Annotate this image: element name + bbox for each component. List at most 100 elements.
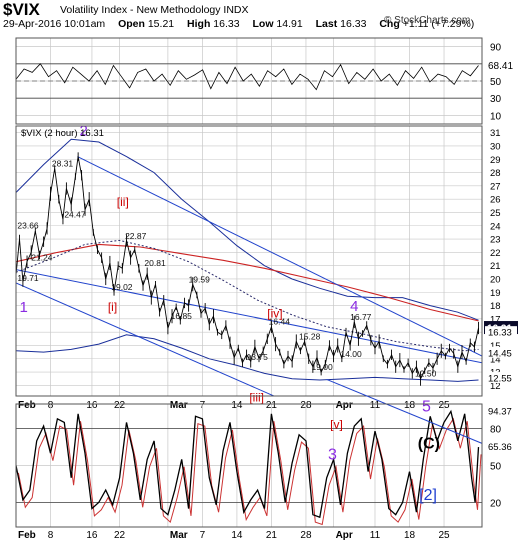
price-trendline: [77, 156, 482, 357]
price-annotation: 19.00: [311, 362, 333, 372]
chg-value: +1.11 (+7.29%): [402, 18, 475, 30]
price-annotation: 23.66: [17, 220, 39, 230]
bottom-signal-series: [17, 417, 482, 526]
price-y-tick-label: 21: [490, 261, 501, 272]
price-annotation: 24.47: [64, 210, 86, 220]
lower-indicator-panel: 80 50 20 94.37 65.36 [v] 3 5 (C) [2] Feb 8 16 22 Mar 7 1…: [15, 378, 517, 540]
top-last-label: 68.41: [488, 61, 513, 72]
bottom-x-tick-label: 16: [86, 530, 98, 540]
price-y-tick-label: 31: [490, 128, 501, 139]
high-value: 16.33: [213, 18, 240, 30]
right-price-label: 16.33: [488, 328, 512, 339]
price-annotation: 28.31: [52, 158, 74, 168]
price-series: [16, 156, 479, 380]
price-annotation: 22.87: [125, 231, 147, 241]
high-label: High: [187, 18, 211, 30]
price-y-tick-label: 17: [490, 314, 501, 325]
price-legend: $VIX (2 hour) 16.31: [21, 128, 104, 139]
price-annotation: 20.81: [144, 258, 166, 268]
price-y-tick-label: 26: [490, 195, 501, 206]
wave-label: 2: [80, 122, 88, 139]
bottom-right-label: 94.37: [488, 406, 512, 417]
bottom-right-label: 65.36: [488, 442, 512, 453]
price-panel-frame: [15, 125, 483, 397]
price-annotation: 15.28: [299, 332, 321, 342]
right-price-label: 14.45: [488, 348, 512, 359]
price-y-tick-label: 19: [490, 288, 501, 299]
price-y-tick-label: 15: [490, 341, 501, 352]
ma-red-series: [16, 243, 479, 322]
bottom-x-tick-label: 25: [438, 530, 450, 540]
bottom-wave-label: (C): [418, 435, 440, 452]
bottom-wave-label: [v]: [330, 418, 343, 432]
bottom-x-tick-label: 21: [266, 530, 278, 540]
top-panel-frame: [15, 37, 483, 125]
bottom-right-label-bg: [485, 404, 517, 416]
price-y-tick-label: 29: [490, 155, 501, 166]
price-y-tick-label: 18: [490, 301, 501, 312]
band-lower-series: [16, 334, 479, 382]
price-y-tick-label: 25: [490, 208, 501, 219]
stockcharts-credit: © StockCharts.com: [384, 15, 471, 26]
bottom-wave-label: 5: [422, 398, 431, 415]
wave-label: [i]: [108, 300, 117, 314]
bottom-indicator-series: [16, 409, 480, 519]
chg-label: Chg: [379, 18, 400, 30]
quote-datetime: 29-Apr-2016 10:01am: [3, 18, 106, 30]
wave-label: [iii]: [249, 390, 264, 404]
price-annotation: 19.71: [17, 273, 39, 283]
bottom-x-tick-label: 14: [231, 530, 243, 540]
price-annotation: 12.50: [415, 369, 437, 379]
price-y-tick-label: 12: [490, 381, 501, 392]
price-annotation: 14.00: [340, 349, 362, 359]
top-y-tick-label: 90: [490, 43, 502, 54]
bottom-x-tick-label: 28: [300, 530, 312, 540]
wave-label: 4: [350, 298, 358, 315]
ticker-symbol: $VIX: [3, 0, 40, 19]
bottom-wave-label: 3: [328, 446, 337, 463]
right-label-bg: [485, 326, 517, 338]
chart-header: $VIX Volatility Index - New Methodology …: [0, 0, 520, 40]
wave-label: [iv]: [267, 307, 282, 321]
top-y-tick-label: 10: [490, 111, 502, 122]
bottom-right-label-bg: [485, 440, 517, 452]
right-label-bg: [485, 372, 517, 384]
bottom-x-tick-label: Mar: [170, 530, 188, 540]
last-value: 16.33: [340, 18, 367, 30]
last-label: Last: [315, 18, 338, 30]
right-label-bg: [485, 346, 517, 358]
price-trendline: [16, 282, 276, 396]
price-x-tick-label: Feb: [18, 400, 36, 411]
price-annotation: 16.44: [269, 316, 291, 326]
right-price-label: 12.55: [488, 374, 512, 385]
bottom-panel-frame: [15, 403, 483, 528]
bottom-y-tick-label: 20: [490, 498, 502, 509]
wave-label: [ii]: [117, 195, 129, 209]
upper-indicator-panel: 907050301068.41: [15, 37, 519, 125]
price-annotation: 16.85: [171, 311, 193, 321]
bottom-x-tick-label: Feb: [18, 530, 36, 540]
price-annotation: 13.75: [247, 352, 269, 362]
bottom-x-tick-label: 11: [370, 530, 381, 540]
price-annotation: 21.24: [31, 252, 53, 262]
price-x-tick-label: Apr: [336, 400, 353, 411]
price-y-tick-label: 30: [490, 141, 501, 152]
top-last-label-bg: [485, 59, 519, 72]
bottom-x-tick-label: 7: [200, 530, 206, 540]
price-trendline: [16, 269, 482, 364]
band-upper-series: [16, 138, 479, 321]
price-x-tick-label: Mar: [170, 400, 188, 411]
bottom-x-tick-label: 18: [404, 530, 416, 540]
bottom-x-tick-label: Apr: [336, 530, 353, 540]
bottom-wave-label: [2]: [419, 487, 437, 504]
bottom-trendline: [326, 378, 483, 444]
bottom-x-tick-label: 8: [48, 530, 54, 540]
top-indicator-series: [16, 63, 479, 91]
price-y-tick-label: 28: [490, 168, 501, 179]
price-annotation: 19.59: [189, 274, 211, 284]
low-value: 14.91: [276, 18, 303, 30]
wave-label: 1: [19, 299, 27, 316]
bottom-x-tick-label: 22: [114, 530, 126, 540]
exchange-label: INDX: [223, 4, 249, 16]
